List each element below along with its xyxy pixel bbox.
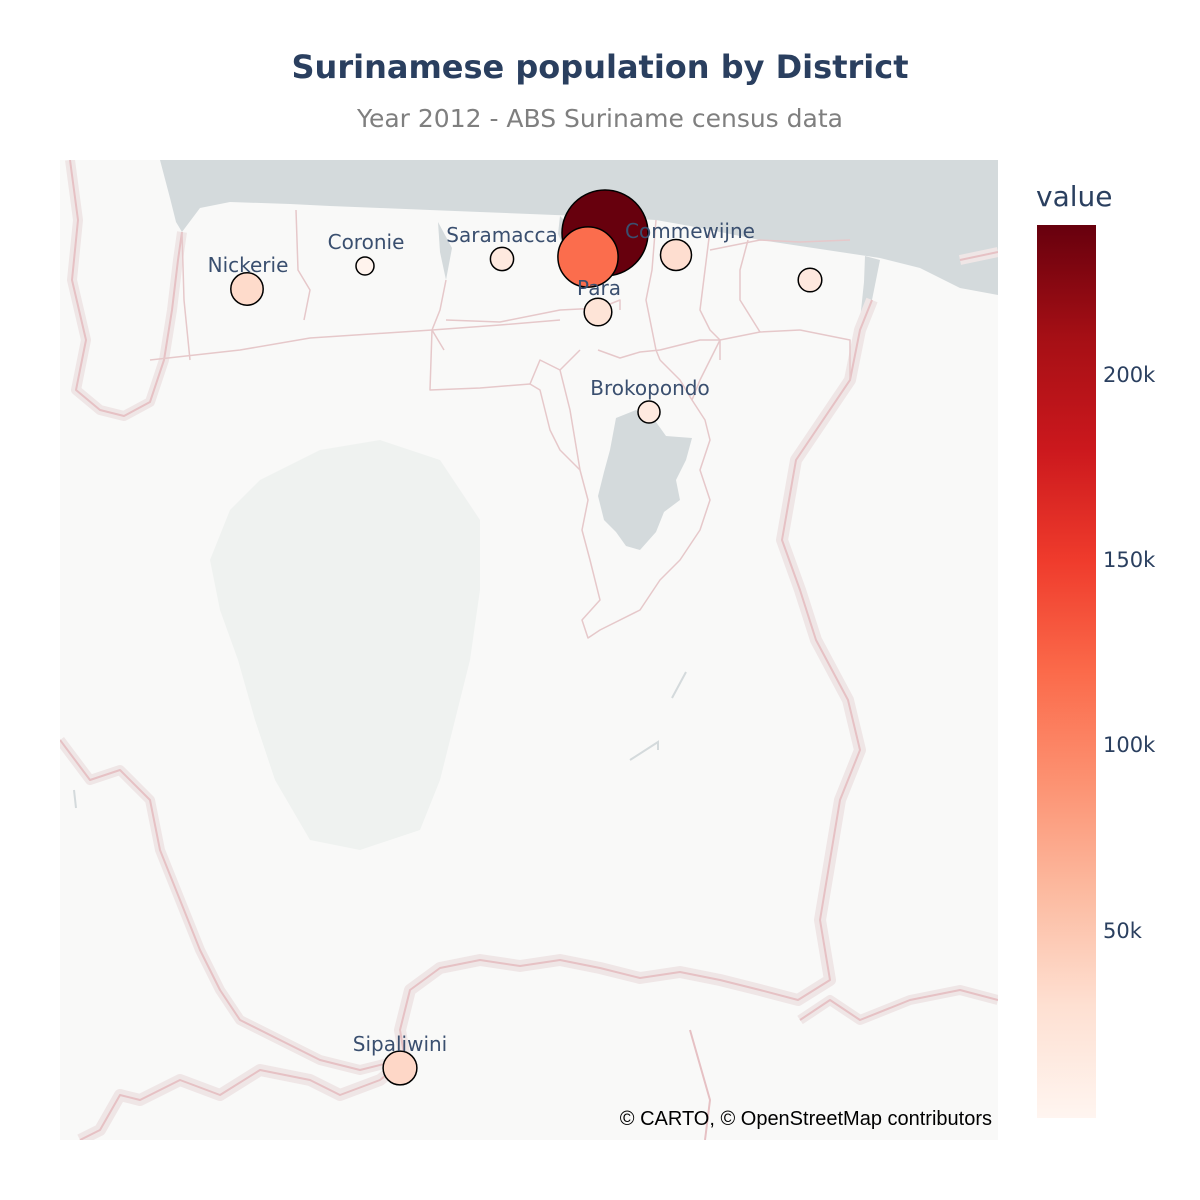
label-brokopondo: Brokopondo: [590, 376, 709, 400]
colorbar-tick: 200k: [1103, 362, 1156, 387]
marker-para[interactable]: [583, 297, 613, 327]
marker-nickerie[interactable]: [230, 272, 264, 306]
marker-saramacca[interactable]: [489, 246, 515, 272]
marker-sipaliwini[interactable]: [382, 1050, 418, 1086]
label-nickerie: Nickerie: [208, 253, 289, 277]
brokopondo-reservoir: [598, 410, 692, 550]
marker-coronie[interactable]: [355, 256, 375, 276]
marker-marowijne[interactable]: [797, 267, 823, 293]
colorbar: [1037, 225, 1096, 1118]
chart-title: Surinamese population by District: [291, 48, 909, 86]
map-area[interactable]: Nickerie Coronie Saramacca Commewijne Para Br…: [60, 160, 998, 1140]
colorbar-title: value: [1036, 180, 1113, 213]
label-para: Para: [577, 276, 621, 300]
marker-brokopondo[interactable]: [637, 400, 661, 424]
label-saramacca: Saramacca: [446, 223, 557, 247]
scatter-markers: [230, 189, 823, 1086]
district-borders: [149, 209, 851, 639]
chart-subtitle: Year 2012 - ABS Suriname census data: [357, 104, 843, 133]
colorbar-tick: 50k: [1103, 918, 1142, 943]
marker-labels: Nickerie Coronie Saramacca Commewijne Para Br…: [208, 219, 755, 1056]
map-attribution[interactable]: © CARTO, © OpenStreetMap contributors: [619, 1108, 992, 1130]
river-streak: [629, 740, 659, 761]
map-basemap: Nickerie Coronie Saramacca Commewijne Para Br…: [60, 160, 998, 1140]
marker-wanica[interactable]: [557, 226, 619, 288]
inlet-saramacca: [438, 222, 452, 280]
label-coronie: Coronie: [328, 230, 405, 254]
inland-forest-area: [210, 440, 480, 850]
ocean: [160, 160, 998, 295]
label-sipaliwini: Sipaliwini: [353, 1032, 447, 1056]
colorbar-tick: 100k: [1103, 733, 1156, 758]
label-commewijne: Commewijne: [625, 219, 755, 243]
river-streak: [73, 789, 77, 809]
marker-commewijne[interactable]: [659, 238, 693, 272]
country-borders: [60, 160, 998, 1140]
colorbar-tick: 150k: [1103, 548, 1156, 572]
river-streak: [671, 671, 687, 699]
